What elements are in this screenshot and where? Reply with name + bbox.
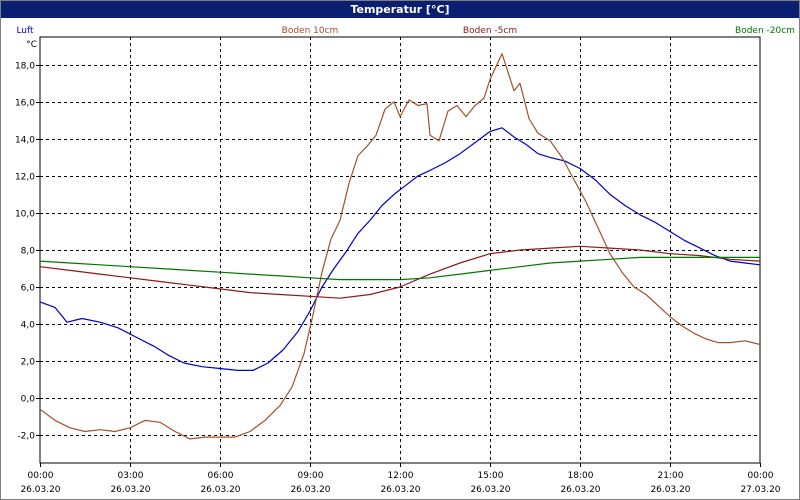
y-axis-unit: °C bbox=[26, 40, 37, 50]
x-tick-time: 00:00 bbox=[748, 471, 774, 481]
x-tick-date: 26.03.20 bbox=[380, 485, 420, 495]
series-line-2 bbox=[39, 245, 761, 299]
y-tick-label: -2,0 bbox=[17, 432, 35, 442]
legend-entry-2: Boden -5cm bbox=[463, 26, 517, 36]
y-tick-label: 10,0 bbox=[15, 210, 35, 220]
x-tick-date: 26.03.20 bbox=[470, 485, 510, 495]
x-tick-time: 12:00 bbox=[388, 471, 414, 481]
legend-entry-0: Luft bbox=[16, 26, 34, 36]
x-tick-date: 26.03.20 bbox=[200, 485, 240, 495]
x-tick-date: 26.03.20 bbox=[650, 485, 690, 495]
x-tick-time: 06:00 bbox=[208, 471, 234, 481]
series-line-3 bbox=[39, 256, 760, 281]
series-line-0 bbox=[39, 127, 761, 371]
x-tick-date: 26.03.20 bbox=[110, 485, 150, 495]
y-tick-label: 18,0 bbox=[15, 62, 35, 72]
x-tick-date: 26.03.20 bbox=[560, 485, 600, 495]
y-tick-label: 14,0 bbox=[15, 136, 35, 146]
x-tick-time: 18:00 bbox=[568, 471, 594, 481]
y-tick-label: 4,0 bbox=[21, 321, 36, 331]
y-tick-label: 2,0 bbox=[21, 358, 36, 368]
x-tick-date: 27.03.20 bbox=[740, 485, 780, 495]
y-tick-label: 8,0 bbox=[21, 247, 36, 257]
legend-entry-1: Boden 10cm bbox=[282, 26, 339, 36]
x-tick-time: 09:00 bbox=[298, 471, 324, 481]
x-tick-date: 26.03.20 bbox=[290, 485, 330, 495]
y-tick-label: 12,0 bbox=[15, 173, 35, 183]
series-line-1 bbox=[39, 53, 761, 440]
legend-entry-3: Boden -20cm bbox=[735, 26, 795, 36]
y-tick-label: 6,0 bbox=[21, 284, 36, 294]
y-tick-label: 0,0 bbox=[21, 395, 36, 405]
x-tick-time: 15:00 bbox=[478, 471, 504, 481]
x-tick-time: 03:00 bbox=[118, 471, 144, 481]
x-tick-date: 26.03.20 bbox=[20, 485, 60, 495]
y-tick-label: 16,0 bbox=[15, 99, 35, 109]
x-tick-time: 00:00 bbox=[28, 471, 54, 481]
x-tick-time: 21:00 bbox=[658, 471, 684, 481]
chart-title: Temperatur [°C] bbox=[1, 1, 799, 18]
